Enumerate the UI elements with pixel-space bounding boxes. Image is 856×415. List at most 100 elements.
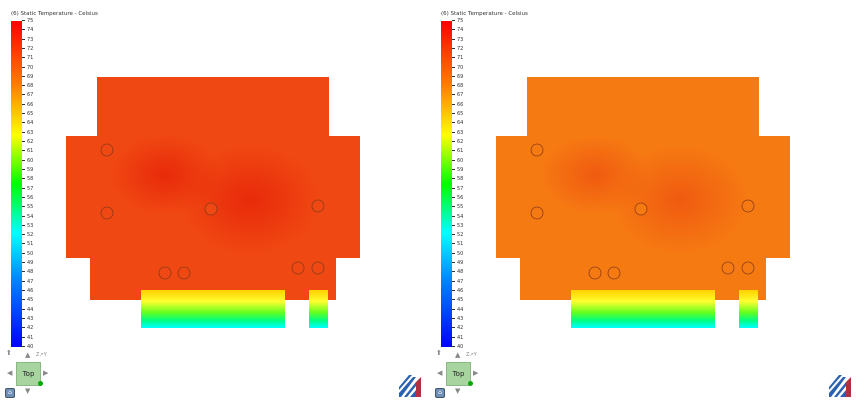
legend-tick: 60 [452,158,463,164]
legend-tick: 46 [22,288,33,294]
rotate-up-left-icon[interactable]: ⬆ [6,349,12,357]
legend-tick: 61 [452,148,463,154]
legend-tick: 52 [22,232,33,238]
legend-title: (6) Static Temperature - Celsius [441,11,528,17]
legend-tick: 69 [22,74,33,80]
legend-tick: 64 [22,120,33,126]
nav-cube-corner[interactable] [38,381,43,386]
legend-tick: 42 [22,325,33,331]
legend-tick: 62 [452,139,463,145]
legend-tick: 50 [22,251,33,257]
column-hole [100,206,114,220]
column-hole [204,202,218,216]
legend-tick: 45 [452,297,463,303]
legend-title: (6) Static Temperature - Celsius [11,11,98,17]
column-hole [588,266,602,280]
legend-tick: 58 [22,176,33,182]
stripes-logo-icon [829,375,851,397]
legend-tick: 72 [22,46,33,52]
legend-tick: 70 [22,65,33,71]
column-hole [741,199,755,213]
cooling-zone [739,290,758,328]
legend-tick: 59 [22,167,33,173]
left-arrow-icon[interactable]: ◀ [437,369,443,377]
legend-tick: 64 [452,120,463,126]
legend-tick: 73 [22,37,33,43]
column-hole [158,266,172,280]
stripes-logo-icon [399,375,421,397]
nav-cube-corner[interactable] [468,381,473,386]
legend-tick: 41 [22,335,33,341]
column-hole [291,261,305,275]
viewport-left[interactable]: (6) Static Temperature - Celsius 75 74 73 7… [0,0,428,415]
color-bar [441,21,452,347]
legend-tick: 71 [22,55,33,61]
column-hole [741,261,755,275]
legend-tick: 72 [452,46,463,52]
legend-tick: 54 [452,214,463,220]
legend-tick: 44 [452,307,463,313]
down-arrow-icon[interactable]: ▼ [25,387,31,395]
legend-tick: 66 [452,102,463,108]
legend-tick: 47 [452,279,463,285]
legend-tick: 48 [22,269,33,275]
column-hole [311,261,325,275]
legend-tick: 50 [452,251,463,257]
column-hole [177,266,191,280]
legend-tick: 58 [452,176,463,182]
legend-tick: 68 [452,83,463,89]
up-arrow-icon[interactable]: ▲ [25,351,31,359]
legend-tick: 73 [452,37,463,43]
legend-tick: 56 [22,195,33,201]
legend-tick: 67 [22,92,33,98]
legend-tick: 74 [452,27,463,33]
legend-tick: 55 [22,204,33,210]
legend-tick: 57 [452,186,463,192]
home-icon[interactable]: ⌂ [5,388,15,398]
legend-tick: 44 [22,307,33,313]
home-icon[interactable]: ⌂ [435,388,445,398]
column-hole [530,206,544,220]
nav-cube-top[interactable]: Top [16,362,41,386]
right-arrow-icon[interactable]: ▶ [473,369,479,377]
right-arrow-icon[interactable]: ▶ [43,369,49,377]
legend-tick: 48 [452,269,463,275]
legend-tick: 51 [22,241,33,247]
rotate-up-left-icon[interactable]: ⬆ [436,349,442,357]
left-arrow-icon[interactable]: ◀ [7,369,13,377]
legend-tick: 63 [22,130,33,136]
legend-tick: 47 [22,279,33,285]
legend-tick: 56 [452,195,463,201]
color-bar [11,21,22,347]
cooling-zone [309,290,328,328]
cooling-zone [141,290,285,328]
legend-tick: 65 [452,111,463,117]
column-hole [634,202,648,216]
legend-tick: 40 [22,344,33,350]
legend-tick: 62 [22,139,33,145]
nav-cube-top[interactable]: Top [446,362,471,386]
legend-tick: 45 [22,297,33,303]
column-hole [311,199,325,213]
legend-tick: 41 [452,335,463,341]
legend-tick: 61 [22,148,33,154]
legend-tick: 54 [22,214,33,220]
legend-tick: 67 [452,92,463,98]
up-arrow-icon[interactable]: ▲ [455,351,461,359]
column-hole [530,143,544,157]
down-arrow-icon[interactable]: ▼ [455,387,461,395]
temperature-contour-model [66,77,360,328]
legend-tick: 66 [22,102,33,108]
viewport-right[interactable]: (6) Static Temperature - Celsius 75 74 73 7… [430,0,856,415]
legend-tick: 75 [452,18,463,24]
legend-tick: 49 [452,260,463,266]
temperature-contour-model [496,77,790,328]
legend-tick: 40 [452,344,463,350]
legend-tick: 74 [22,27,33,33]
axis-triad-icon: Z↗Y [36,352,47,358]
legend-tick: 52 [452,232,463,238]
hot-zone [540,135,650,215]
legend-tick: 75 [22,18,33,24]
column-hole [100,143,114,157]
legend-tick: 57 [22,186,33,192]
